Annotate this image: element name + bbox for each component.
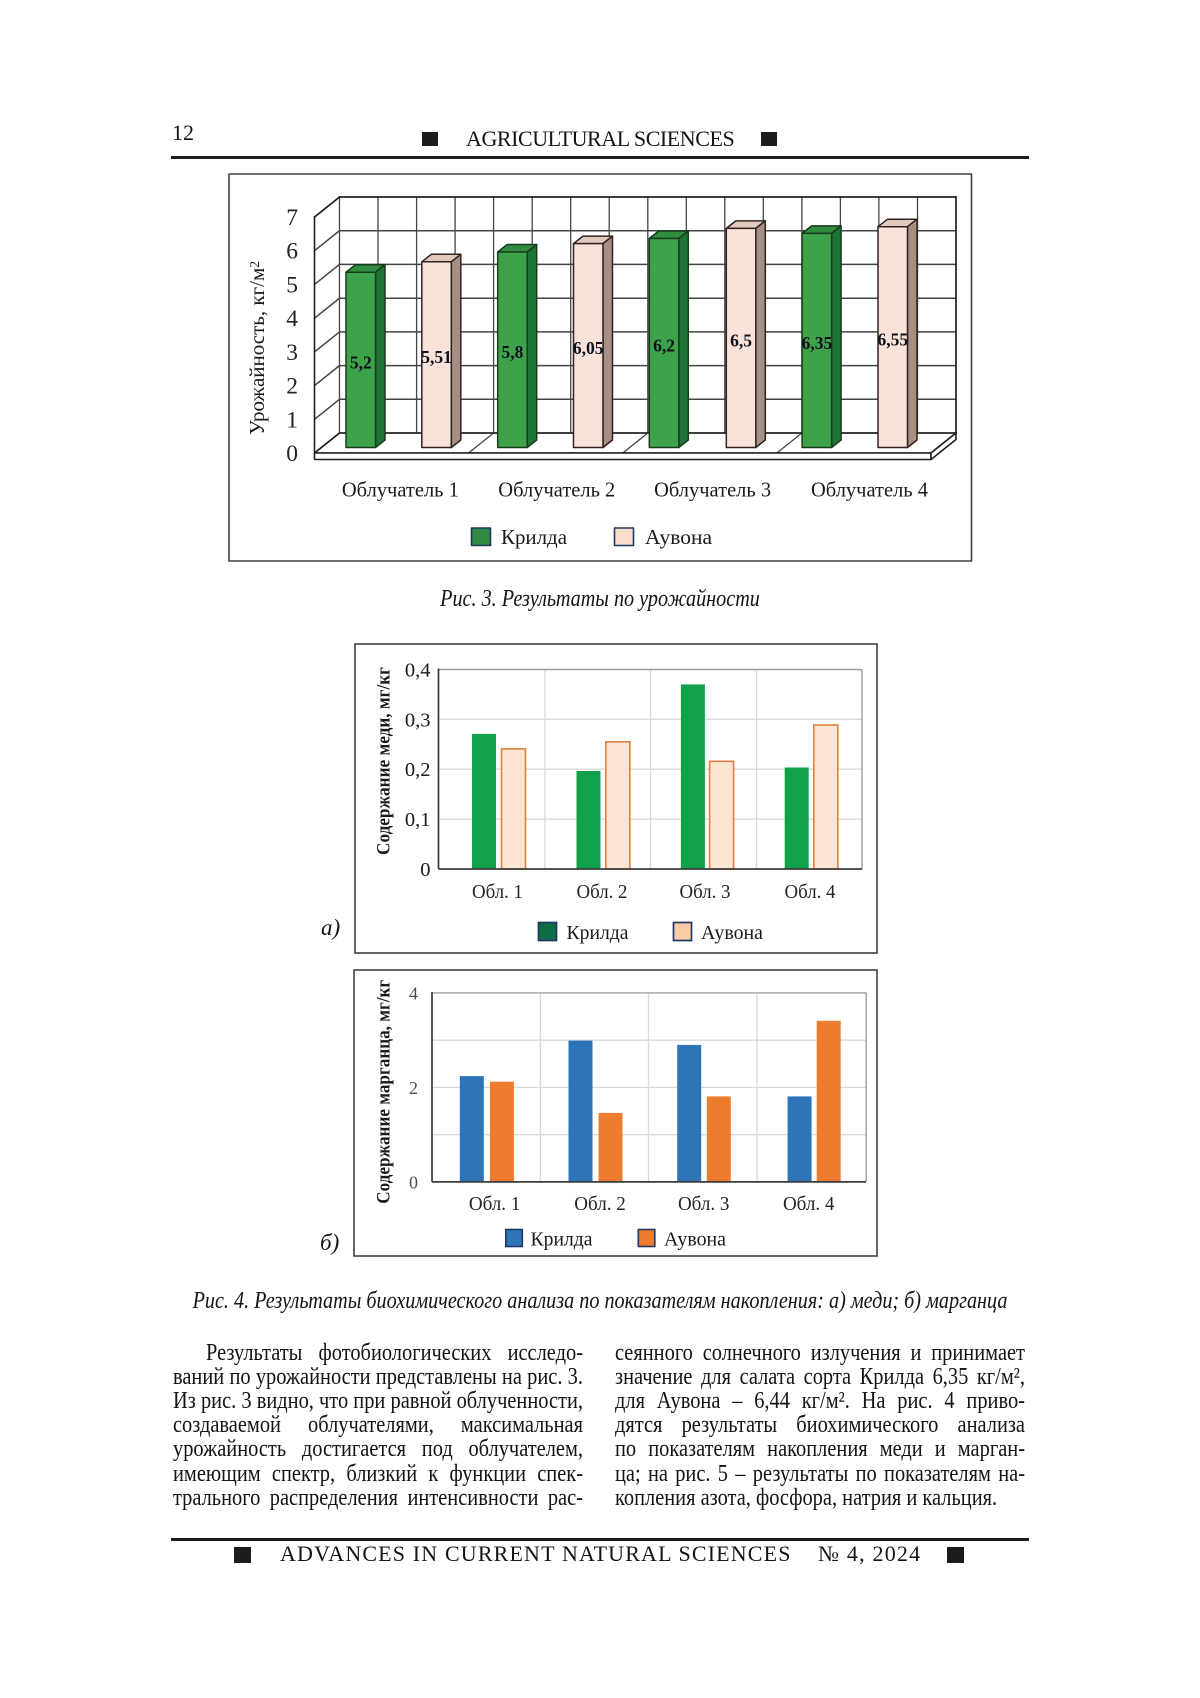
svg-text:5,51: 5,51 [421, 347, 452, 367]
svg-text:Облучатель 1: Облучатель 1 [341, 478, 458, 502]
svg-text:Аувона: Аувона [701, 922, 763, 944]
svg-text:0: 0 [409, 1172, 418, 1192]
svg-text:5,2: 5,2 [349, 352, 371, 372]
svg-text:6,05: 6,05 [572, 338, 603, 358]
svg-text:6,35: 6,35 [801, 333, 832, 353]
svg-text:0,4: 0,4 [404, 659, 430, 681]
svg-text:2: 2 [286, 374, 298, 400]
svg-text:0,1: 0,1 [404, 809, 430, 831]
svg-text:Облучатель 3: Облучатель 3 [654, 478, 771, 502]
svg-text:6,5: 6,5 [730, 330, 752, 350]
svg-text:Крилда: Крилда [566, 922, 628, 944]
svg-text:Обл. 4: Обл. 4 [783, 1192, 835, 1214]
svg-text:0: 0 [420, 859, 430, 881]
svg-text:0: 0 [286, 441, 298, 467]
svg-text:4: 4 [286, 306, 298, 332]
svg-text:Обл. 2: Обл. 2 [574, 1192, 626, 1214]
svg-text:5,8: 5,8 [501, 342, 523, 362]
svg-text:Облучатель 2: Облучатель 2 [498, 478, 615, 502]
svg-text:4: 4 [409, 983, 418, 1003]
svg-text:Крилда: Крилда [530, 1228, 592, 1250]
svg-text:7: 7 [286, 205, 298, 231]
svg-text:Содержание меди, мг/кг: Содержание меди, мг/кг [373, 666, 394, 854]
svg-text:Аувона: Аувона [645, 525, 713, 549]
svg-text:6,2: 6,2 [653, 336, 675, 356]
svg-text:2: 2 [409, 1077, 418, 1097]
svg-text:0,2: 0,2 [404, 759, 430, 781]
svg-text:6,55: 6,55 [877, 330, 908, 350]
svg-text:Урожайность, кг/м2: Урожайность, кг/м2 [245, 261, 269, 435]
svg-text:6: 6 [286, 239, 298, 265]
svg-text:Обл. 1: Обл. 1 [472, 881, 523, 903]
svg-text:1: 1 [286, 407, 298, 433]
svg-text:Обл. 4: Обл. 4 [784, 881, 835, 903]
svg-text:Крилда: Крилда [501, 525, 568, 549]
svg-text:Облучатель 4: Облучатель 4 [811, 478, 928, 502]
svg-text:Обл. 3: Обл. 3 [678, 1192, 730, 1214]
svg-text:Обл. 1: Обл. 1 [469, 1192, 520, 1214]
svg-text:Содержание марганца, мг/кг: Содержание марганца, мг/кг [373, 979, 394, 1203]
svg-text:0,3: 0,3 [404, 709, 430, 731]
svg-text:Аувона: Аувона [664, 1228, 726, 1250]
svg-text:3: 3 [286, 340, 298, 366]
svg-text:Обл. 2: Обл. 2 [576, 881, 627, 903]
svg-text:5: 5 [286, 272, 298, 298]
svg-text:Обл. 3: Обл. 3 [679, 881, 730, 903]
